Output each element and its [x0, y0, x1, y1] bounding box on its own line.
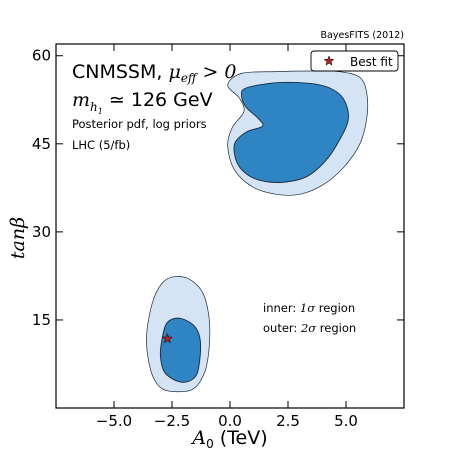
region-1sigma-1	[159, 317, 201, 383]
y-tick-label: 15	[32, 311, 51, 329]
y-tick-label: 45	[32, 135, 51, 153]
title-dataset: LHC (5/fb)	[72, 138, 130, 152]
x-axis-label: A0 (TeV)	[190, 427, 267, 450]
x-tick-label: 0.0	[218, 412, 242, 430]
legend-label: Best fit	[350, 55, 393, 69]
x-tick-label: −5.0	[96, 412, 132, 430]
legend-star-icon	[323, 55, 335, 66]
best-fit-marker-layer	[161, 333, 173, 344]
inner-region-note: inner: 1σ region	[263, 301, 355, 315]
outer-region-note: outer: 2σ region	[263, 321, 356, 335]
x-tick-label: 2.5	[276, 412, 300, 430]
best-fit-marker	[161, 333, 173, 344]
axis-ticks: −5.0 −2.5 0.0 2.5 5.0 15 30 45 60	[32, 44, 404, 430]
title-pdf: Posterior pdf, log priors	[72, 117, 207, 131]
attribution-text: BayesFITS (2012)	[321, 30, 404, 41]
legend: Best fit	[310, 50, 399, 72]
confidence-regions	[146, 70, 369, 393]
x-tick-label: 5.0	[334, 412, 358, 430]
y-tick-label: 30	[32, 223, 51, 241]
legend-box	[310, 50, 399, 72]
y-tick-label: 60	[32, 47, 51, 65]
region-1sigma-3	[233, 81, 349, 183]
title-model: CNMSSM, μeff > 0	[72, 61, 237, 85]
x-tick-label: −2.5	[154, 412, 190, 430]
y-axis-label: tanβ	[7, 217, 29, 259]
title-mass: mh1 ≃ 126 GeV	[72, 89, 213, 116]
